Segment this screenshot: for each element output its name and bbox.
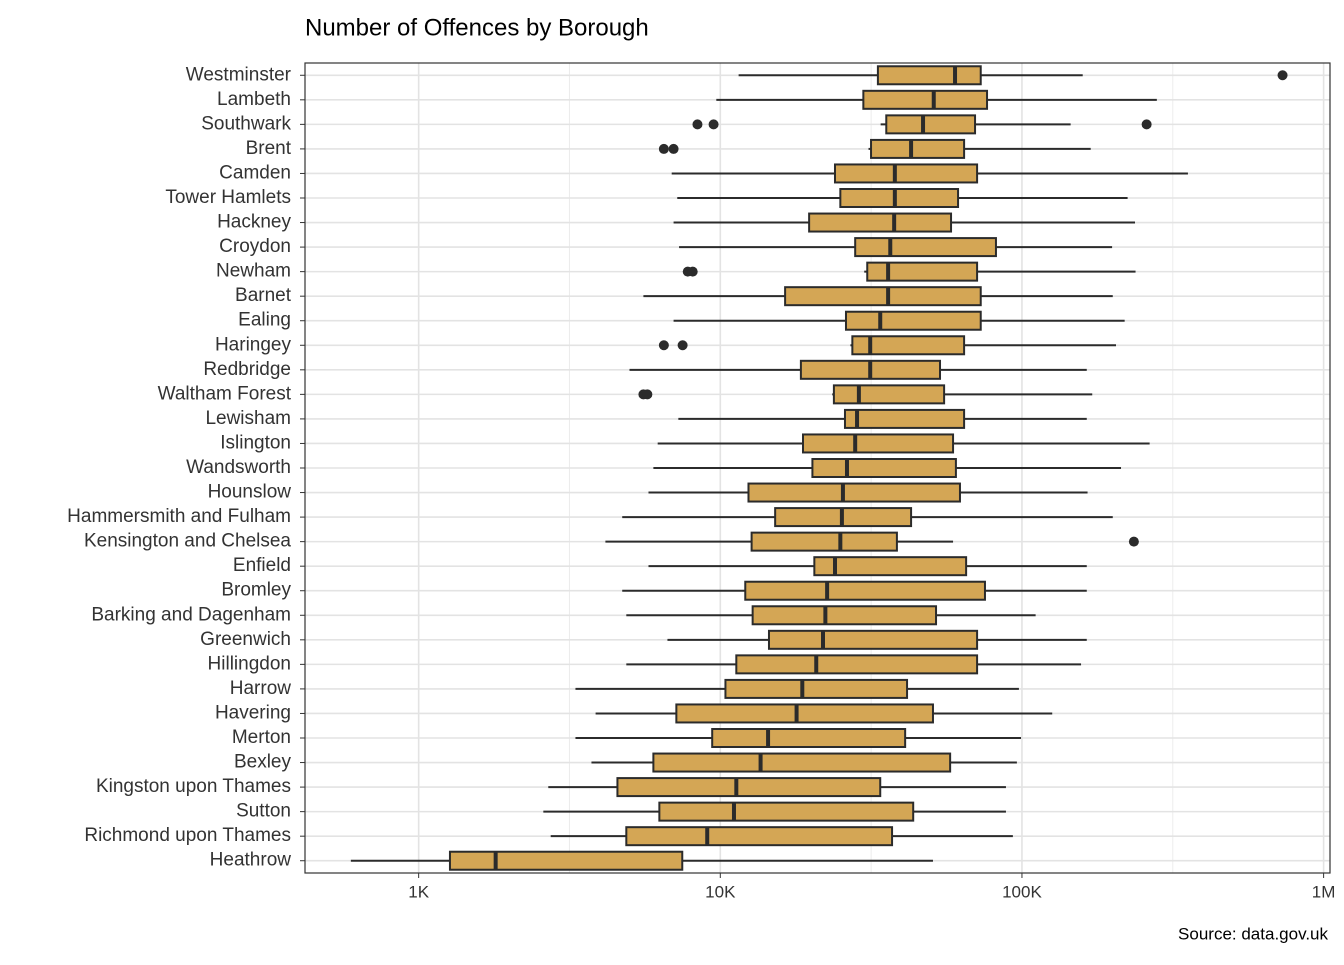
y-tick-label: Newham xyxy=(216,261,291,282)
box xyxy=(767,629,979,650)
y-tick-label: Sutton xyxy=(236,801,291,822)
box xyxy=(870,138,966,159)
y-tick-label: Camden xyxy=(219,162,291,183)
y-tick-label: Croydon xyxy=(219,236,291,257)
outlier xyxy=(692,119,703,130)
box xyxy=(885,114,977,135)
box xyxy=(844,310,982,331)
y-tick-label: Kingston upon Thames xyxy=(96,776,291,797)
box xyxy=(854,237,997,258)
y-tick-label: Kensington and Chelsea xyxy=(84,531,291,552)
box xyxy=(652,752,952,773)
box xyxy=(866,261,979,282)
outlier xyxy=(642,389,653,400)
box xyxy=(811,458,957,478)
x-tick-label: 1M xyxy=(1312,882,1336,901)
box xyxy=(675,703,934,724)
box xyxy=(813,556,968,577)
y-tick-label: Hillingdon xyxy=(208,653,291,674)
y-tick-label: Westminster xyxy=(186,64,292,85)
box xyxy=(735,654,979,675)
y-tick-label: Waltham Forest xyxy=(158,383,292,404)
x-tick-label: 1K xyxy=(408,882,429,901)
outlier xyxy=(687,266,698,277)
box xyxy=(876,65,982,86)
box xyxy=(724,678,909,699)
box xyxy=(750,531,898,552)
outlier xyxy=(1128,536,1139,547)
y-tick-label: Bexley xyxy=(234,752,292,773)
y-tick-label: Ealing xyxy=(238,310,291,331)
box xyxy=(839,188,960,208)
box xyxy=(744,580,986,601)
box xyxy=(833,163,979,184)
box xyxy=(832,384,946,405)
y-tick-label: Tower Hamlets xyxy=(165,187,291,208)
box xyxy=(751,605,938,626)
box xyxy=(616,777,882,798)
y-tick-label: Harrow xyxy=(230,678,292,699)
panel-border xyxy=(304,62,1331,874)
box xyxy=(747,482,961,503)
y-tick-label: Hounslow xyxy=(208,482,292,503)
outlier xyxy=(668,143,679,154)
y-tick-label: Bromley xyxy=(221,580,291,601)
box xyxy=(843,408,966,429)
outlier xyxy=(1141,119,1152,130)
box xyxy=(862,89,989,110)
box xyxy=(784,286,982,307)
x-tick-label: 10K xyxy=(705,882,736,901)
box xyxy=(802,433,955,454)
box xyxy=(625,826,894,847)
box xyxy=(711,728,907,748)
box xyxy=(851,335,966,356)
outlier xyxy=(677,340,688,351)
y-tick-label: Haringey xyxy=(215,334,292,355)
y-tick-label: Greenwich xyxy=(200,629,291,650)
y-tick-label: Hammersmith and Fulham xyxy=(67,506,291,527)
y-tick-label: Wandsworth xyxy=(186,457,291,478)
outlier xyxy=(1277,70,1288,81)
y-tick-label: Havering xyxy=(215,702,291,723)
y-tick-label: Merton xyxy=(232,727,291,748)
y-tick-label: Southwark xyxy=(201,113,291,134)
caption: Source: data.gov.uk xyxy=(1178,924,1328,943)
x-tick-label: 100K xyxy=(1002,882,1042,901)
y-tick-label: Barnet xyxy=(235,285,292,306)
outlier xyxy=(708,119,719,130)
y-tick-label: Brent xyxy=(246,138,292,159)
outlier xyxy=(658,143,669,154)
chart-title: Number of Offences by Borough xyxy=(305,14,649,41)
box xyxy=(808,212,953,233)
y-tick-label: Islington xyxy=(220,432,291,453)
y-tick-label: Barking and Dagenham xyxy=(91,604,291,625)
outlier xyxy=(658,340,669,351)
y-tick-label: Enfield xyxy=(233,555,291,576)
y-tick-label: Heathrow xyxy=(210,850,292,871)
y-tick-label: Richmond upon Thames xyxy=(84,825,291,846)
y-tick-label: Hackney xyxy=(217,212,291,233)
y-tick-label: Lambeth xyxy=(217,89,291,110)
y-tick-label: Lewisham xyxy=(205,408,291,429)
y-tick-label: Redbridge xyxy=(203,359,291,380)
box xyxy=(658,801,915,822)
box xyxy=(448,850,684,871)
